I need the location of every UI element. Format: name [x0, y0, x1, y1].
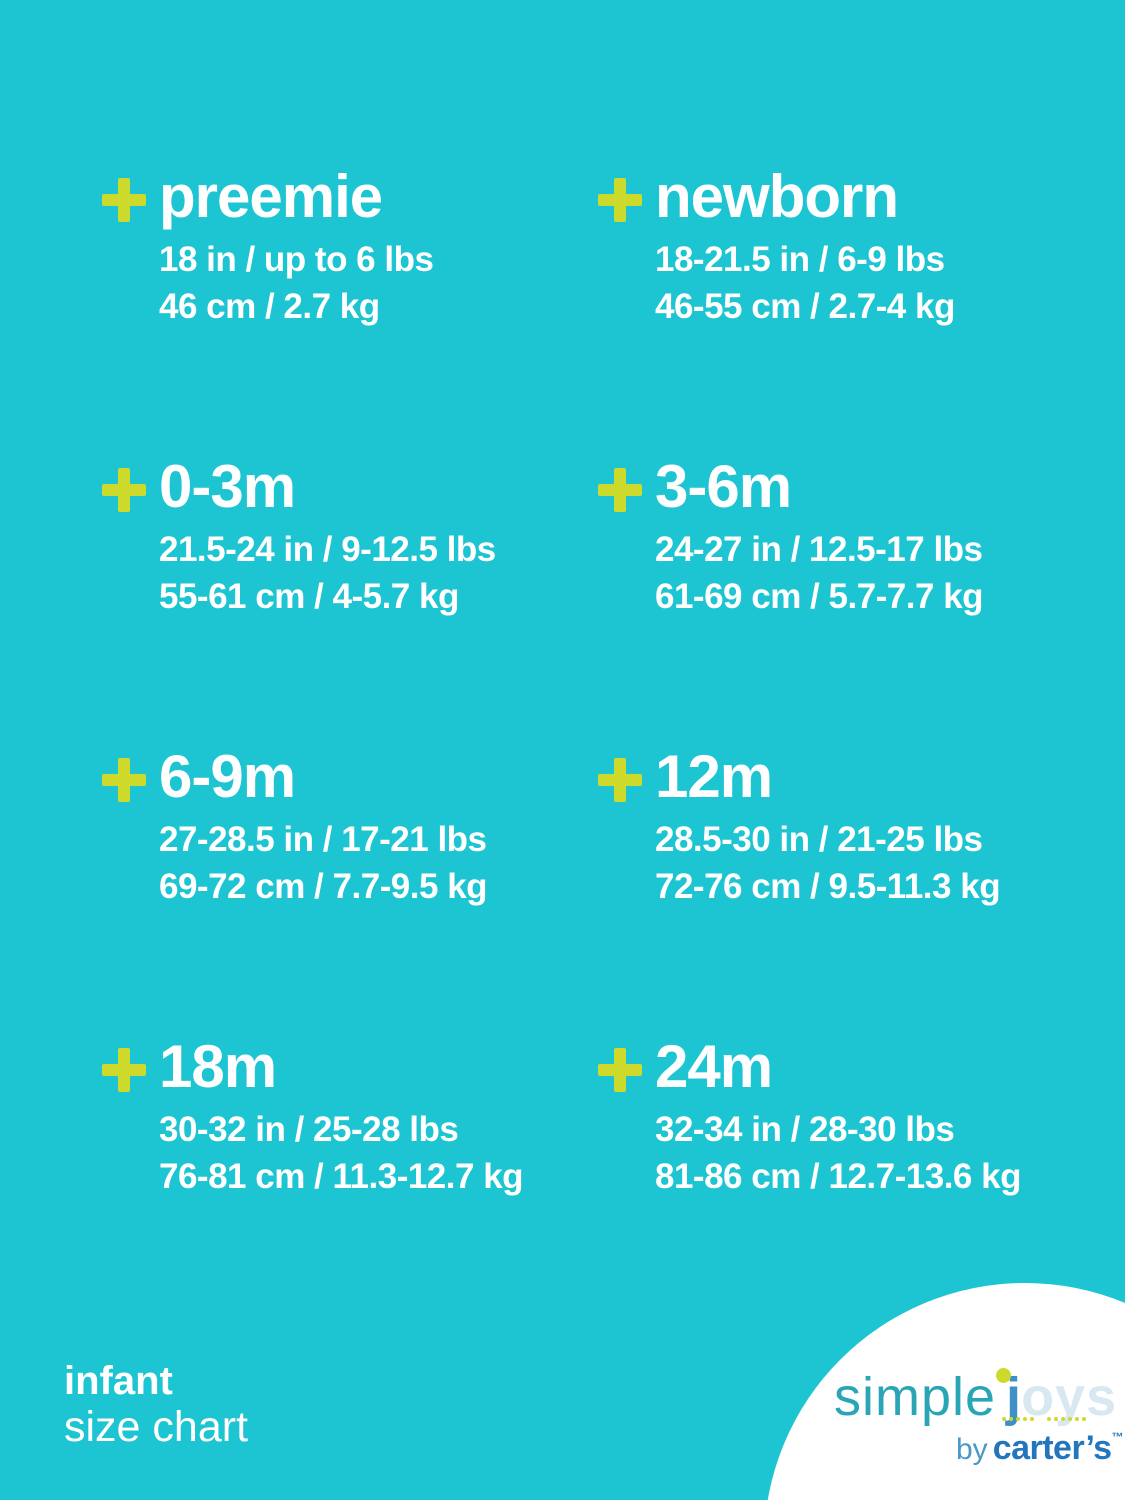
size-entry-text: 12m 28.5-30 in / 21-25 lbs 72-76 cm / 9.…: [655, 740, 1001, 910]
size-imperial: 32-34 in / 28-30 lbs: [655, 1110, 955, 1149]
size-entry-text: 3-6m 24-27 in / 12.5-17 lbs 61-69 cm / 5…: [655, 450, 984, 620]
size-imperial: 18-21.5 in / 6-9 lbs: [655, 240, 945, 279]
footer: infant size chart: [64, 1358, 248, 1451]
size-entry-preemie: preemie 18 in / up to 6 lbs 46 cm / 2.7 …: [102, 160, 598, 450]
logo-simple-text: simple: [834, 1367, 997, 1427]
size-metric: 69-72 cm / 7.7-9.5 kg: [159, 867, 488, 906]
size-entry-text: preemie 18 in / up to 6 lbs 46 cm / 2.7 …: [159, 160, 434, 330]
size-label: preemie: [159, 163, 383, 230]
size-imperial: 28.5-30 in / 21-25 lbs: [655, 820, 983, 859]
size-entry-6-9m: 6-9m 27-28.5 in / 17-21 lbs 69-72 cm / 7…: [102, 740, 598, 1030]
logo-dotted-underline-icon: [1002, 1417, 1086, 1421]
brand-byline: by carter’s™: [956, 1429, 1124, 1468]
size-metric: 46 cm / 2.7 kg: [159, 287, 380, 326]
size-label: 0-3m: [159, 453, 296, 520]
size-entry-text: 24m 32-34 in / 28-30 lbs 81-86 cm / 12.7…: [655, 1030, 1021, 1200]
plus-icon: [102, 178, 146, 222]
size-metric: 76-81 cm / 11.3-12.7 kg: [159, 1157, 524, 1196]
size-grid: preemie 18 in / up to 6 lbs 46 cm / 2.7 …: [102, 160, 1052, 1320]
size-imperial: 30-32 in / 25-28 lbs: [159, 1110, 459, 1149]
size-label: 6-9m: [159, 743, 296, 810]
logo-by-text: by: [956, 1433, 988, 1466]
size-entry-text: 18m 30-32 in / 25-28 lbs 76-81 cm / 11.3…: [159, 1030, 524, 1200]
size-entry-3-6m: 3-6m 24-27 in / 12.5-17 lbs 61-69 cm / 5…: [598, 450, 1052, 740]
size-entry-newborn: newborn 18-21.5 in / 6-9 lbs 46-55 cm / …: [598, 160, 1052, 450]
size-label: 12m: [655, 743, 773, 810]
brand-logo-circle: simple joys by carter’s™: [764, 1283, 1125, 1500]
logo-j-dot-icon: [996, 1368, 1011, 1383]
plus-icon: [598, 178, 642, 222]
dot-group-right: [1047, 1417, 1086, 1421]
logo-joys-j: j: [1006, 1367, 1022, 1427]
plus-icon: [102, 468, 146, 512]
size-entry-text: newborn 18-21.5 in / 6-9 lbs 46-55 cm / …: [655, 160, 955, 330]
size-imperial: 18 in / up to 6 lbs: [159, 240, 434, 279]
size-label: 3-6m: [655, 453, 792, 520]
plus-icon: [102, 1048, 146, 1092]
size-metric: 81-86 cm / 12.7-13.6 kg: [655, 1157, 1021, 1196]
size-imperial: 24-27 in / 12.5-17 lbs: [655, 530, 983, 569]
size-label: 18m: [159, 1033, 277, 1100]
brand-wordmark: simple joys: [834, 1367, 1117, 1441]
size-metric: 72-76 cm / 9.5-11.3 kg: [655, 867, 1001, 906]
plus-icon: [598, 758, 642, 802]
plus-icon: [102, 758, 146, 802]
size-entry-12m: 12m 28.5-30 in / 21-25 lbs 72-76 cm / 9.…: [598, 740, 1052, 1030]
size-entry-24m: 24m 32-34 in / 28-30 lbs 81-86 cm / 12.7…: [598, 1030, 1052, 1320]
logo-carters-text: carter’s: [992, 1429, 1112, 1467]
size-entry-text: 6-9m 27-28.5 in / 17-21 lbs 69-72 cm / 7…: [159, 740, 488, 910]
size-metric: 61-69 cm / 5.7-7.7 kg: [655, 577, 984, 616]
plus-icon: [598, 468, 642, 512]
size-label: newborn: [655, 163, 899, 230]
size-entry-text: 0-3m 21.5-24 in / 9-12.5 lbs 55-61 cm / …: [159, 450, 496, 620]
size-imperial: 21.5-24 in / 9-12.5 lbs: [159, 530, 496, 569]
plus-icon: [598, 1048, 642, 1092]
dot-group-left: [1002, 1417, 1034, 1421]
size-entry-0-3m: 0-3m 21.5-24 in / 9-12.5 lbs 55-61 cm / …: [102, 450, 598, 740]
size-entry-18m: 18m 30-32 in / 25-28 lbs 76-81 cm / 11.3…: [102, 1030, 598, 1320]
size-label: 24m: [655, 1033, 773, 1100]
size-metric: 55-61 cm / 4-5.7 kg: [159, 577, 459, 616]
size-metric: 46-55 cm / 2.7-4 kg: [655, 287, 955, 326]
chart-category-label: infant: [64, 1359, 173, 1403]
trademark-symbol: ™: [1111, 1430, 1124, 1444]
size-imperial: 27-28.5 in / 17-21 lbs: [159, 820, 487, 859]
chart-subtitle-label: size chart: [64, 1403, 249, 1451]
